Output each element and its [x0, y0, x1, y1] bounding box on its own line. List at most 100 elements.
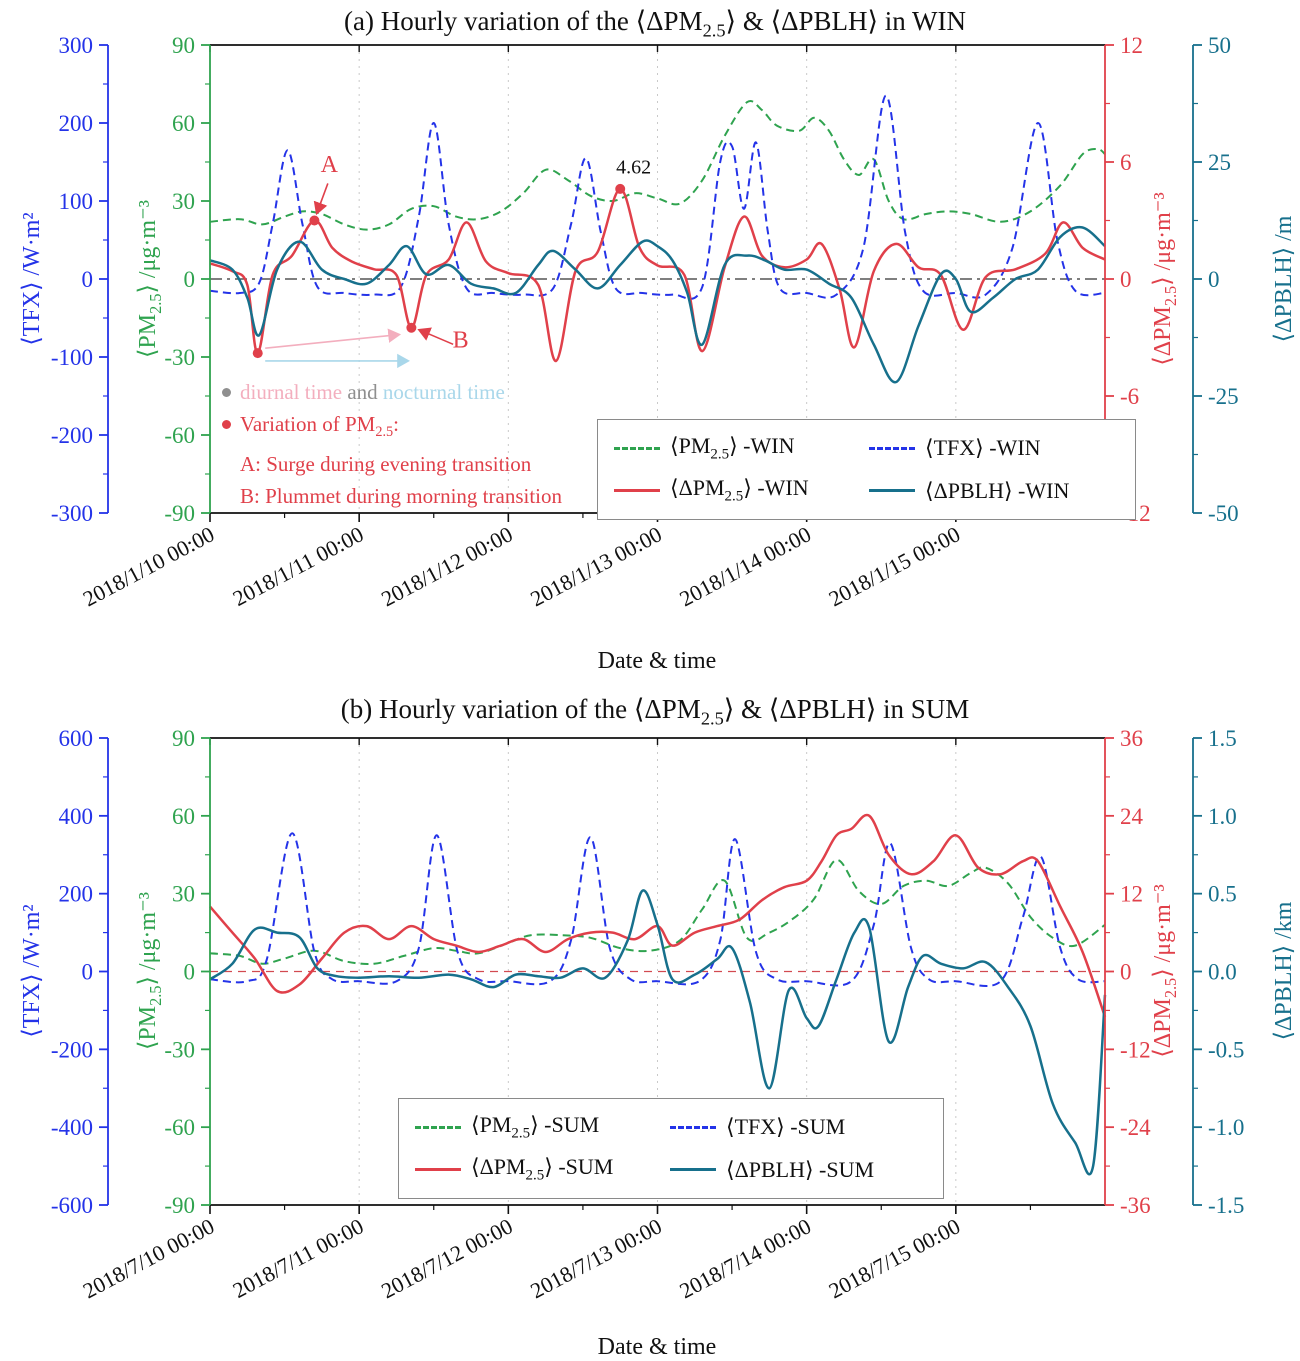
panel-b-xlabel: Date & time [597, 1334, 717, 1360]
y-tick-label: 30 [172, 882, 195, 907]
y-tick-label: -36 [1120, 1193, 1151, 1218]
grey-dot-icon [222, 388, 231, 397]
series-dpblh [209, 225, 1106, 384]
x-tick-label: 2018/7/15 00:00 [825, 1213, 965, 1303]
annotation-label: A [321, 152, 339, 178]
y-tick-label: 0 [1208, 267, 1220, 292]
tfx-line-sample-icon [670, 1125, 716, 1129]
y-tick-label: 200 [59, 111, 94, 136]
y-tick-label: -300 [51, 501, 93, 526]
legend-label: ⟨TFX⟩ -WIN [925, 435, 1041, 461]
y-tick-label: 0 [82, 960, 94, 985]
panel-b-dpblh-axis-title: ⟨ΔPBLH⟩ /km [1271, 901, 1297, 1041]
legend-item: ⟨ΔPM2.5⟩ -WIN [614, 475, 869, 505]
note-line-a: A: Surge during evening transition [240, 452, 532, 477]
panel-a-title: (a) Hourly variation of the ⟨ΔPM2.5⟩ & ⟨… [344, 6, 966, 41]
series-dpblh [209, 889, 1107, 1176]
legend-item: ⟨PM2.5⟩ -WIN [614, 433, 869, 463]
legend-label: ⟨ΔPBLH⟩ -WIN [925, 477, 1070, 503]
legend-label: ⟨ΔPM2.5⟩ -SUM [471, 1154, 614, 1184]
y-tick-label: -25 [1208, 384, 1239, 409]
x-tick-label: 2018/7/12 00:00 [377, 1213, 517, 1303]
pm25-line-sample-icon [415, 1125, 461, 1129]
panel-b-plot: 2018/7/10 00:00 2018/7/11 00:00 2018/7/12 … [51, 726, 1245, 1303]
legend-item: ⟨TFX⟩ -WIN [869, 433, 1119, 463]
red-dot-icon [222, 420, 231, 429]
y-tick-label: 0 [1120, 267, 1132, 292]
legend-label: ⟨PM2.5⟩ -WIN [670, 433, 795, 463]
y-tick-label: -1.0 [1208, 1115, 1244, 1140]
y-tick-label: -200 [51, 423, 93, 448]
y-tick-label: 90 [172, 33, 195, 58]
series-dpm [209, 187, 1106, 363]
legend-label: ⟨TFX⟩ -SUM [726, 1114, 846, 1140]
y-tick-label: -200 [51, 1037, 93, 1062]
series-pm [209, 858, 1106, 965]
y-tick-label: 25 [1208, 150, 1231, 175]
y-tick-label: -600 [51, 1193, 93, 1218]
y-tick-label: -30 [164, 1037, 195, 1062]
x-tick-label: 2018/1/14 00:00 [675, 521, 815, 611]
panel-a-tfx-axis-title: ⟨TFX⟩ /W·m² [19, 212, 45, 346]
series-dpm [209, 813, 1107, 1018]
y-tick-label: 0 [184, 267, 196, 292]
panel-a-notes: diurnal time and nocturnal time Variatio… [222, 376, 562, 512]
legend-item: ⟨TFX⟩ -SUM [670, 1112, 927, 1142]
y-tick-label: -6 [1120, 384, 1139, 409]
x-tick-label: 2018/1/10 00:00 [79, 521, 219, 611]
y-tick-label: 300 [59, 33, 94, 58]
dpblh-line-sample-icon [869, 489, 915, 493]
panel-a-xlabel: Date & time [597, 648, 717, 674]
tfx-line-sample-icon [869, 446, 915, 450]
y-tick-label: 0 [1120, 960, 1132, 985]
note-variation: Variation of PM2.5: [222, 408, 562, 448]
y-tick-label: 12 [1120, 882, 1143, 907]
series-tfx [209, 832, 1106, 988]
pm25-line-sample-icon [614, 446, 660, 450]
y-tick-label: 90 [172, 726, 195, 751]
annotation-dot [406, 322, 417, 333]
y-tick-label: 24 [1120, 804, 1144, 829]
y-tick-label: -0.5 [1208, 1037, 1244, 1062]
y-tick-label: -60 [164, 1115, 195, 1140]
y-tick-label: 100 [59, 189, 94, 214]
legend-label: ⟨PM2.5⟩ -SUM [471, 1112, 600, 1142]
note-nocturnal-text: nocturnal time [382, 380, 505, 404]
x-tick-label: 2018/1/15 00:00 [825, 521, 965, 611]
legend-item: ⟨ΔPBLH⟩ -WIN [869, 475, 1119, 505]
legend-item: ⟨ΔPM2.5⟩ -SUM [415, 1154, 670, 1184]
x-tick-label: 2018/7/14 00:00 [675, 1213, 815, 1303]
y-tick-label: -1.5 [1208, 1193, 1244, 1218]
y-tick-label: 600 [59, 726, 94, 751]
panel-a-pm25-axis-title: ⟨PM2.5⟩ /μg·m⁻³ [135, 200, 165, 358]
y-tick-label: 6 [1120, 150, 1132, 175]
y-tick-label: -100 [51, 345, 93, 370]
legend-item: ⟨ΔPBLH⟩ -SUM [670, 1154, 927, 1184]
y-tick-label: 400 [59, 804, 94, 829]
y-tick-label: 1.5 [1208, 726, 1237, 751]
y-tick-label: 12 [1120, 33, 1143, 58]
y-tick-label: 60 [172, 804, 195, 829]
note-diurnal-nocturnal: diurnal time and nocturnal time [222, 376, 562, 408]
panel-b-tfx-axis-title: ⟨TFX⟩ /W·m² [19, 904, 45, 1038]
panel-b-pm25-axis-title: ⟨PM2.5⟩ /μg·m⁻³ [135, 892, 165, 1050]
annotation-dot [309, 215, 320, 226]
annotation-label: 4.62 [616, 157, 651, 179]
series-tfx [209, 94, 1106, 300]
x-tick-label: 2018/1/11 00:00 [229, 521, 368, 611]
note-variation-text: Variation of PM2.5: [240, 412, 400, 441]
panel-b-title: (b) Hourly variation of the ⟨ΔPM2.5⟩ & ⟨… [340, 694, 970, 729]
y-tick-label: -50 [1208, 501, 1239, 526]
y-tick-label: -24 [1120, 1115, 1151, 1140]
y-tick-label: 200 [59, 882, 94, 907]
dpm25-line-sample-icon [614, 489, 660, 493]
y-tick-label: -400 [51, 1115, 93, 1140]
panel-a-legend: ⟨PM2.5⟩ -WIN ⟨TFX⟩ -WIN ⟨ΔPM2.5⟩ -WIN ⟨Δ… [597, 419, 1136, 520]
annotation-dot [615, 183, 626, 194]
panel-a-dpblh-axis-title: ⟨ΔPBLH⟩ /m [1271, 215, 1297, 343]
legend-label: ⟨ΔPM2.5⟩ -WIN [670, 475, 809, 505]
y-tick-label: 0 [82, 267, 94, 292]
y-tick-label: 0.5 [1208, 882, 1237, 907]
panel-b-legend: ⟨PM2.5⟩ -SUM ⟨TFX⟩ -SUM ⟨ΔPM2.5⟩ -SUM ⟨Δ… [398, 1098, 944, 1199]
